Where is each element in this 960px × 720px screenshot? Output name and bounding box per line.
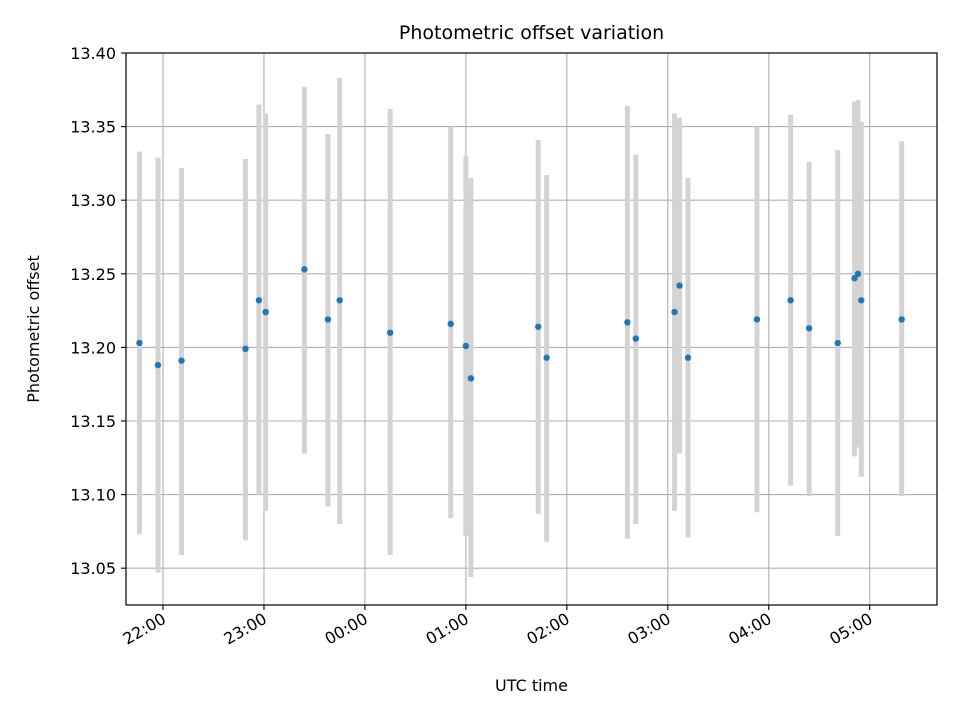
data-point <box>834 339 841 347</box>
data-point <box>676 282 683 289</box>
data-point <box>684 354 692 361</box>
data-point <box>178 357 185 364</box>
data-point <box>543 354 550 361</box>
x-axis-title: UTC time <box>495 676 568 695</box>
y-tick-label: 13.30 <box>70 191 116 210</box>
y-tick-label: 13.10 <box>70 486 116 505</box>
y-tick-label: 13.20 <box>70 338 116 357</box>
data-point <box>858 297 865 304</box>
data-point <box>624 319 631 326</box>
data-points <box>136 266 905 382</box>
y-tick-label: 13.40 <box>70 44 116 63</box>
data-point <box>787 297 794 304</box>
data-point <box>255 297 263 304</box>
y-tick-label: 13.15 <box>70 412 116 431</box>
data-point <box>324 316 332 323</box>
data-point <box>386 329 394 336</box>
data-point <box>854 270 862 277</box>
data-point <box>535 323 542 330</box>
chart-title: Photometric offset variation <box>399 22 664 44</box>
data-point <box>632 335 640 342</box>
data-point <box>851 275 858 282</box>
y-axis: 13.05 13.10 13.15 13.20 13.25 13.30 13.35 13.40 <box>70 44 126 578</box>
data-point <box>671 308 678 316</box>
data-point <box>136 339 143 347</box>
plot-frame <box>125 52 938 606</box>
data-point <box>898 316 905 323</box>
y-axis-title: Photometric offset <box>24 255 43 403</box>
data-point <box>154 361 162 369</box>
y-tick-label: 13.35 <box>70 118 116 137</box>
data-point <box>805 325 813 332</box>
data-point <box>242 345 249 353</box>
data-point <box>336 297 343 304</box>
data-point <box>262 308 269 316</box>
data-point <box>467 375 475 382</box>
data-point <box>447 320 454 328</box>
data-point <box>301 266 308 273</box>
y-tick-label: 13.25 <box>70 265 116 284</box>
data-point <box>462 342 470 350</box>
data-point <box>753 316 761 323</box>
y-tick-label: 13.05 <box>70 559 116 578</box>
